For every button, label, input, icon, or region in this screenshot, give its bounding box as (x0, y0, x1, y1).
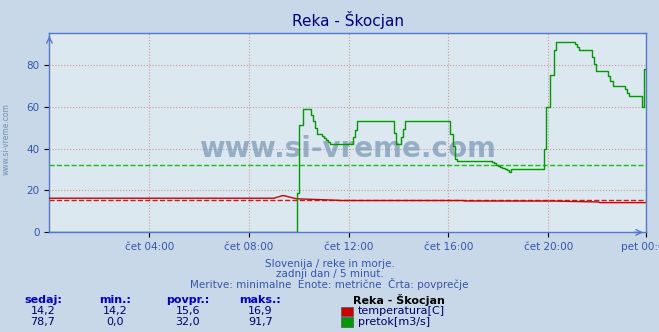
Text: 14,2: 14,2 (103, 306, 128, 316)
Text: www.si-vreme.com: www.si-vreme.com (199, 135, 496, 163)
Text: 14,2: 14,2 (30, 306, 55, 316)
Title: Reka - Škocjan: Reka - Škocjan (292, 11, 403, 29)
Text: maks.:: maks.: (239, 295, 281, 305)
Text: Meritve: minimalne  Enote: metrične  Črta: povprečje: Meritve: minimalne Enote: metrične Črta:… (190, 278, 469, 290)
Text: 15,6: 15,6 (175, 306, 200, 316)
Text: Reka - Škocjan: Reka - Škocjan (353, 294, 444, 306)
Text: temperatura[C]: temperatura[C] (358, 306, 445, 316)
Text: min.:: min.: (100, 295, 131, 305)
Text: 78,7: 78,7 (30, 317, 55, 327)
Text: Slovenija / reke in morje.: Slovenija / reke in morje. (264, 259, 395, 269)
Text: 91,7: 91,7 (248, 317, 273, 327)
Text: zadnji dan / 5 minut.: zadnji dan / 5 minut. (275, 269, 384, 279)
Text: 32,0: 32,0 (175, 317, 200, 327)
Text: pretok[m3/s]: pretok[m3/s] (358, 317, 430, 327)
Text: sedaj:: sedaj: (24, 295, 62, 305)
Text: povpr.:: povpr.: (166, 295, 210, 305)
Text: 16,9: 16,9 (248, 306, 273, 316)
Text: 0,0: 0,0 (107, 317, 124, 327)
Text: www.si-vreme.com: www.si-vreme.com (2, 104, 11, 175)
